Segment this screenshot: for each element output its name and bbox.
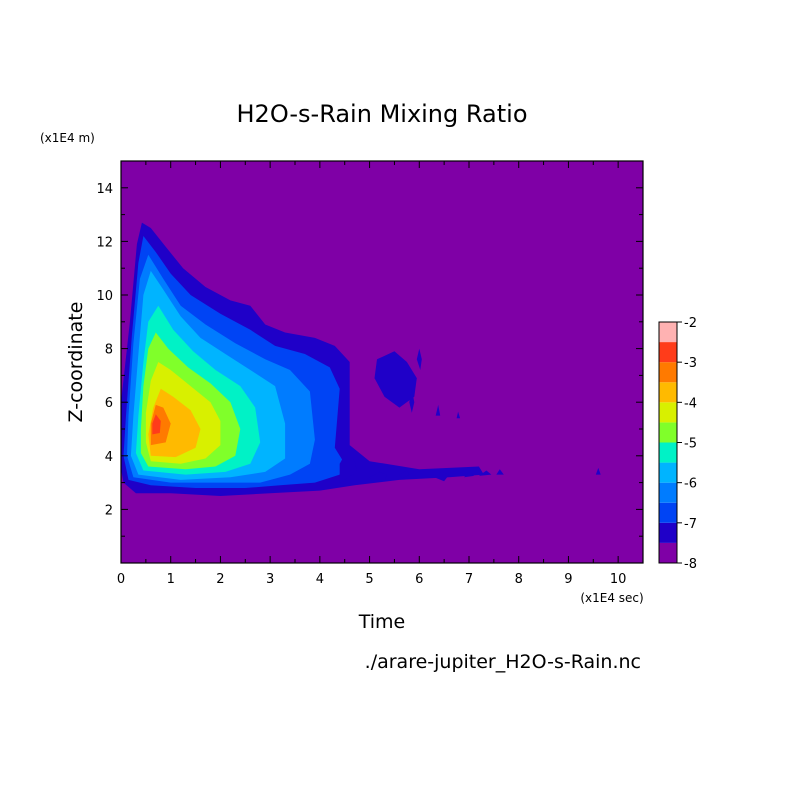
- contour-region: [409, 388, 415, 413]
- x-tick-label: 2: [216, 572, 224, 587]
- contour-region: [435, 404, 441, 416]
- x-tick-label: 4: [316, 572, 324, 587]
- colorbar-swatch: [659, 342, 677, 363]
- colorbar-swatch: [659, 442, 677, 463]
- colorbar-label: -4: [684, 396, 697, 411]
- x-tick-label: 5: [365, 572, 373, 587]
- colorbar-swatch: [659, 322, 677, 343]
- colorbar-label: -6: [684, 477, 697, 492]
- colorbar-swatch: [659, 422, 677, 443]
- chart-title: H2O-s-Rain Mixing Ratio: [237, 100, 528, 128]
- x-tick-label: 0: [117, 572, 125, 587]
- contour-region: [464, 471, 474, 478]
- contour-region: [496, 469, 504, 475]
- colorbar-swatch: [659, 462, 677, 483]
- y-axis-unit: (x1E4 m): [40, 131, 95, 145]
- colorbar: -2 -3 -4 -5 -6 -7 -8: [658, 316, 697, 572]
- y-tick-label: 8: [105, 343, 113, 358]
- contour-region: [595, 467, 601, 475]
- colorbar-label: -8: [684, 557, 697, 572]
- plot-area: [120, 160, 644, 564]
- x-tick-label: 7: [465, 572, 473, 587]
- x-tick-label: 10: [610, 572, 627, 587]
- colorbar-swatch: [659, 542, 677, 563]
- x-tick-label: 1: [167, 572, 175, 587]
- colorbar-label: -2: [684, 316, 697, 331]
- y-tick-label: 2: [105, 503, 113, 518]
- y-axis: 2 4 6 8 10 12 14: [96, 182, 643, 537]
- contour-region: [339, 450, 358, 483]
- x-axis: 0 1 2 3 4 5 6 7 8 9 10: [117, 161, 627, 587]
- contour-region: [416, 348, 422, 370]
- y-tick-label: 10: [96, 289, 113, 304]
- contour-regions: [121, 222, 601, 496]
- y-tick-label: 6: [105, 396, 113, 411]
- colorbar-swatch: [659, 382, 677, 403]
- x-axis-label: Time: [358, 611, 406, 633]
- colorbar-swatch: [659, 482, 677, 503]
- colorbar-label: -7: [684, 517, 697, 532]
- contour-region: [369, 471, 387, 482]
- y-tick-label: 4: [105, 450, 113, 465]
- x-tick-label: 8: [515, 572, 523, 587]
- colorbar-swatch: [659, 362, 677, 383]
- contour-region: [374, 351, 417, 408]
- colorbar-label: -3: [684, 356, 697, 371]
- contour-region: [399, 470, 410, 479]
- source-file-label: ./arare-jupiter_H2O-s-Rain.nc: [365, 651, 641, 673]
- y-tick-label: 12: [96, 235, 113, 250]
- colorbar-swatch: [659, 522, 677, 543]
- contour-region: [434, 471, 450, 482]
- x-tick-label: 3: [266, 572, 274, 587]
- x-tick-label: 6: [415, 572, 423, 587]
- plot-frame: [120, 160, 644, 564]
- colorbar-swatch: [659, 502, 677, 523]
- contour-region: [152, 414, 161, 435]
- colorbar-label: -5: [684, 437, 697, 452]
- colorbar-swatch: [659, 402, 677, 423]
- x-tick-label: 9: [564, 572, 572, 587]
- contour-region: [478, 470, 492, 476]
- y-tick-label: 14: [96, 182, 113, 197]
- contour-region: [456, 411, 461, 419]
- x-axis-unit: (x1E4 sec): [580, 591, 643, 605]
- y-axis-label: Z-coordinate: [65, 302, 87, 423]
